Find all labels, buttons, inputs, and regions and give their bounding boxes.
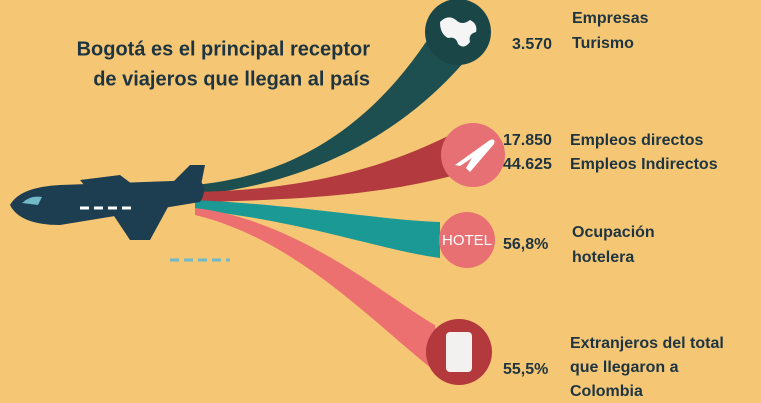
airplane-tail	[170, 165, 205, 190]
icon-circle	[439, 212, 495, 268]
stream	[195, 135, 455, 202]
airplane-wing	[100, 185, 180, 240]
label: Colombia	[570, 383, 643, 400]
label: Turismo	[572, 35, 634, 52]
title: Bogotá es el principal receptor	[77, 38, 371, 60]
label: hotelera	[572, 249, 634, 266]
airplane-window	[22, 196, 42, 205]
title: de viajeros que llegan al país	[93, 68, 370, 90]
label: Empresas	[572, 10, 649, 27]
value: 56,8%	[503, 236, 548, 253]
label: Empleos directos	[570, 132, 703, 149]
luggage-icon	[446, 332, 472, 372]
hotel-text: HOTEL	[442, 232, 492, 249]
world-icon	[440, 17, 477, 47]
airplane-wing	[80, 175, 140, 192]
value: 17.850	[503, 132, 552, 149]
value: 55,5%	[503, 361, 548, 378]
label: Empleos Indirectos	[570, 156, 718, 173]
label: que llegaron a	[570, 359, 679, 376]
value: 3.570	[512, 36, 552, 53]
label: Ocupación	[572, 224, 655, 241]
label: Extranjeros del total	[570, 335, 724, 352]
value: 44.625	[503, 156, 552, 173]
plane-icon	[455, 139, 495, 172]
stream	[195, 200, 440, 258]
